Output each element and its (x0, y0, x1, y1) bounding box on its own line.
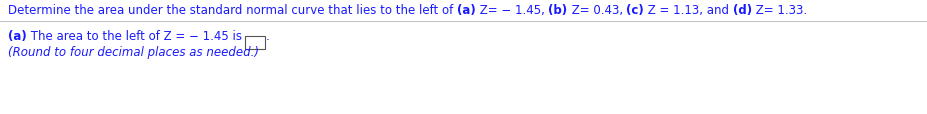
Text: (d): (d) (732, 4, 751, 17)
Text: Z= 0.43,: Z= 0.43, (567, 4, 626, 17)
Text: The area to the left of Z = − 1.45 is: The area to the left of Z = − 1.45 is (27, 30, 242, 43)
Bar (245, 37, 264, 50)
Text: (b): (b) (548, 4, 567, 17)
Text: Determine the area under the standard normal curve that lies to the left of: Determine the area under the standard no… (8, 4, 456, 17)
Text: Z = 1.13, and: Z = 1.13, and (643, 4, 732, 17)
Text: Z= 1.33.: Z= 1.33. (751, 4, 806, 17)
Text: .: . (265, 30, 269, 43)
Text: Z= − 1.45,: Z= − 1.45, (476, 4, 548, 17)
Text: (c): (c) (626, 4, 643, 17)
Text: (a): (a) (8, 30, 27, 43)
Text: (a): (a) (456, 4, 476, 17)
Text: (Round to four decimal places as needed.): (Round to four decimal places as needed.… (8, 46, 259, 58)
